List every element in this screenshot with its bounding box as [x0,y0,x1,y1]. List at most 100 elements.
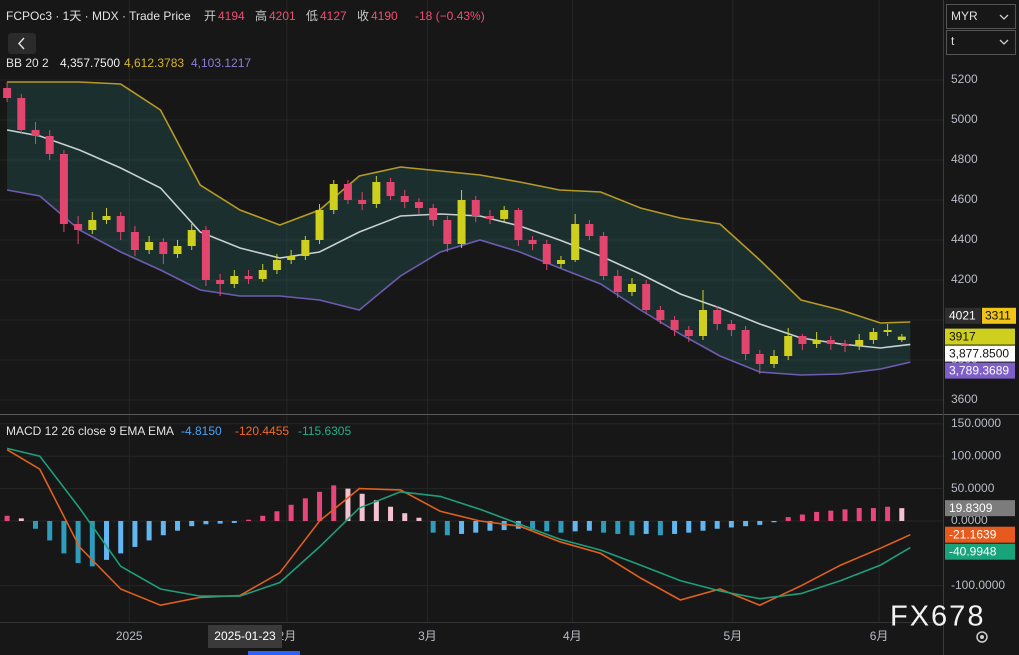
currency-select[interactable]: MYR [946,4,1016,29]
candle-body [613,276,622,292]
candle-body [358,200,367,204]
histogram-bar [274,511,280,521]
y-tick-label: 3600 [951,392,978,406]
value-marker [945,543,1015,560]
value-marker-label: -21.1639 [949,527,997,541]
settings-button[interactable] [976,631,988,643]
candle-body [627,284,636,292]
histogram-bar [586,520,592,531]
candle-body [727,324,736,330]
histogram-bar [899,508,905,521]
candle-body [642,284,651,310]
histogram-bar [203,520,209,525]
candle-body [670,320,679,330]
candle-body [301,240,310,256]
candle-body [116,216,125,232]
bb-legend: BB 20 2 [6,56,49,70]
unit-select[interactable]: t [946,30,1016,55]
histogram-bar [686,520,692,533]
candle-body [784,336,793,356]
ohlc-label: 收 [357,9,369,23]
x-tick-label: 6月 [870,629,889,643]
y-tick-label: 50.0000 [951,481,995,495]
back-icon[interactable] [17,37,25,50]
candle-body [315,210,324,240]
histogram-bar [18,518,24,521]
histogram-bar [601,520,607,533]
candle-body [684,330,693,336]
histogram-bar [260,515,266,521]
back-button-bg[interactable] [8,33,36,54]
histogram-bar [714,520,720,529]
macd-legend: MACD 12 26 close 9 EMA EMA [6,424,174,438]
value-marker [945,345,1015,362]
histogram-bar [160,520,166,536]
candle-body [755,354,764,364]
histogram-bar [118,520,124,554]
badge-label: 3311 [985,308,1011,322]
histogram-bar [61,520,67,554]
candle-body [656,310,665,320]
legend-value: -4.8150 [181,424,222,438]
candle-body [514,210,523,240]
candle-body [230,276,239,284]
ohlc-value: 4190 [371,9,398,23]
value-marker-label: 3,789.3689 [949,363,1009,377]
histogram-bar [189,520,195,527]
histogram-bar [856,508,862,521]
chevron[interactable] [999,39,1009,45]
histogram-bar [430,520,436,533]
candle-body [457,200,466,244]
candle-body [216,280,225,284]
legend-value: 4,612.3783 [124,56,184,70]
histogram-bar [728,520,734,528]
histogram-bar [89,520,95,567]
candle-body [698,310,707,336]
histogram-bar [757,520,763,525]
legend-value: 4,103.1217 [191,56,251,70]
candle-body [798,336,807,344]
value-marker [945,500,1015,517]
cursor-date: 2025-01-23 [214,629,276,643]
histogram-bar [345,488,351,521]
gear-icon[interactable] [976,631,988,643]
x-tick-label: 2月 [278,629,297,643]
unit-box[interactable] [946,30,1016,55]
symbol: FCPOc3 · 1天 · MDX · Trade Price [6,9,191,23]
histogram-bar [700,520,706,531]
candle-body [102,216,111,220]
candle-body [372,182,381,204]
histogram-bar [885,506,891,521]
candle-body [769,356,778,364]
currency[interactable]: MYR [951,9,978,23]
chevron[interactable] [999,14,1009,20]
candle-body [343,184,352,200]
back-button[interactable] [8,33,36,54]
candle-body [201,230,210,280]
candle-body [713,310,722,324]
candle-body [528,240,537,244]
gear-center[interactable] [980,635,984,639]
histogram-bar [444,520,450,536]
histogram-bar [657,520,663,536]
histogram-bar [373,500,379,521]
histogram-bar [743,520,749,527]
candle-body [329,184,338,210]
histogram-bar [814,511,820,521]
ohlc-label: 高 [255,8,267,23]
candle-body [741,330,750,354]
candle-body [386,182,395,196]
histogram-bar [47,520,53,541]
histogram-bar [672,520,678,534]
histogram-bar [459,520,465,534]
histogram-bar [331,485,337,521]
histogram-bar [317,491,323,521]
y-tick-label: -100.0000 [951,578,1005,592]
x-tick-label: 5月 [723,629,742,643]
currency-box[interactable] [946,4,1016,29]
unit[interactable]: t [951,34,955,48]
value-marker [945,526,1015,543]
value-marker [945,328,1015,345]
